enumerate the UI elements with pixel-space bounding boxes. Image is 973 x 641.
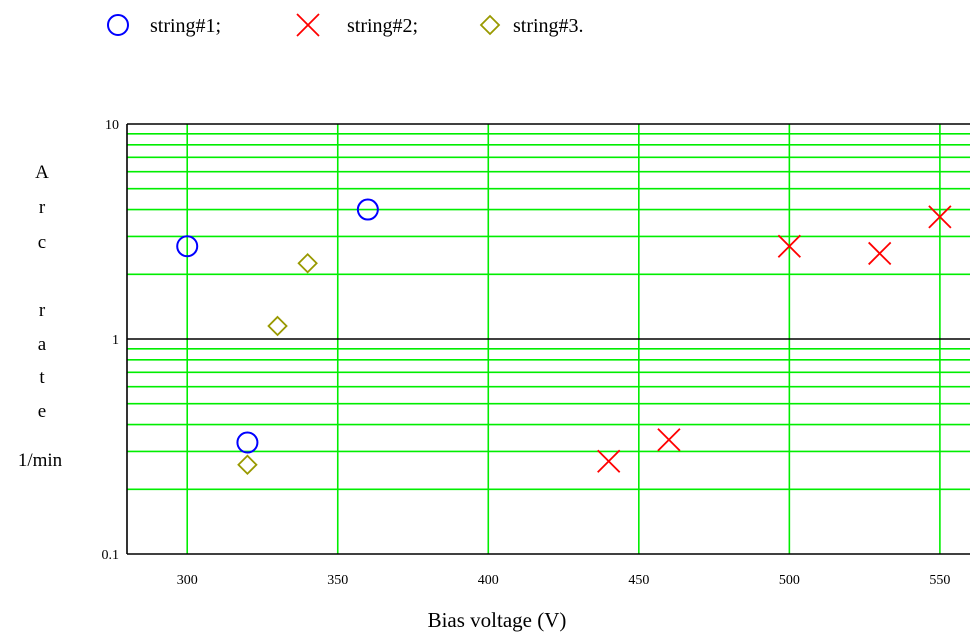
legend-marker-series-2 <box>296 13 320 37</box>
data-point-series-1 <box>236 431 259 454</box>
x-marker-stroke <box>868 241 892 266</box>
y-tick-label: 0.1 <box>102 548 120 563</box>
x-marker-stroke <box>296 13 320 37</box>
plot-frame <box>126 123 970 555</box>
y-axis-ticks: 0.1 1 10 <box>102 118 120 563</box>
y-axis-label-letter: A <box>35 162 49 183</box>
y-axis-unit: 1/min <box>18 450 63 471</box>
data-point-series-3 <box>297 253 318 274</box>
y-tick-label: 1 <box>112 333 119 348</box>
y-axis-label-letter: r <box>39 300 46 321</box>
y-axis-label-letter: r <box>39 197 46 218</box>
legend-marker-series-3 <box>479 14 501 36</box>
y-axis-label-letter: a <box>38 334 47 355</box>
data-point-series-1 <box>176 235 199 258</box>
legend-label-series-1: string#1; <box>150 15 221 37</box>
data-point-series-2 <box>597 449 621 473</box>
legend-marker-series-1 <box>107 14 129 36</box>
x-marker-stroke <box>928 205 952 229</box>
x-marker-stroke <box>597 449 621 473</box>
x-tick-label: 550 <box>929 573 950 588</box>
x-axis-label: Bias voltage (V) <box>428 608 567 632</box>
data-point-series-3 <box>237 454 258 476</box>
x-axis-ticks: 300 350 400 450 500 550 <box>177 573 951 588</box>
data-point-series-3 <box>267 315 288 337</box>
legend: string#1; string#2; string#3. <box>107 13 584 37</box>
grid <box>127 124 970 554</box>
x-marker-stroke <box>777 234 801 258</box>
data-point-series-2 <box>928 205 952 229</box>
x-tick-label: 350 <box>327 573 348 588</box>
y-axis-label-letter: c <box>38 232 46 253</box>
x-tick-label: 300 <box>177 573 198 588</box>
data-point-series-1 <box>356 198 379 221</box>
data-points <box>176 198 952 476</box>
data-point-series-2 <box>777 234 801 258</box>
x-tick-label: 500 <box>779 573 800 588</box>
x-tick-label: 450 <box>628 573 649 588</box>
x-marker-stroke <box>657 428 681 452</box>
y-axis-label-letter: e <box>38 401 46 422</box>
y-axis-label-letter: t <box>39 367 45 388</box>
y-tick-label: 10 <box>105 118 119 133</box>
data-point-series-2 <box>868 241 892 266</box>
legend-label-series-2: string#2; <box>347 15 418 37</box>
x-tick-label: 400 <box>478 573 499 588</box>
legend-label-series-3: string#3. <box>513 15 584 37</box>
data-point-series-2 <box>657 428 681 452</box>
